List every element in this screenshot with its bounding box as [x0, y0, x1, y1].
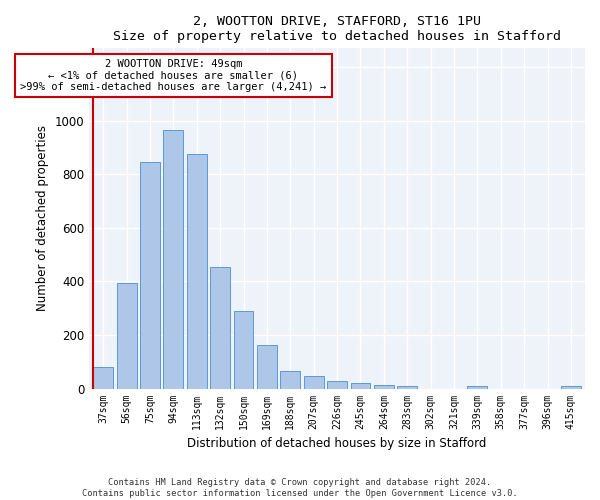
Bar	[140, 162, 160, 388]
Y-axis label: Number of detached properties: Number of detached properties	[36, 126, 49, 312]
Text: Contains HM Land Registry data © Crown copyright and database right 2024.
Contai: Contains HM Land Registry data © Crown c…	[82, 478, 518, 498]
Bar	[350, 382, 370, 388]
Bar	[210, 266, 230, 388]
Bar	[233, 311, 253, 388]
Bar	[163, 130, 184, 388]
Title: 2, WOOTTON DRIVE, STAFFORD, ST16 1PU
Size of property relative to detached house: 2, WOOTTON DRIVE, STAFFORD, ST16 1PU Siz…	[113, 15, 561, 43]
Bar	[116, 282, 137, 389]
Bar	[561, 386, 581, 388]
Bar	[327, 380, 347, 388]
Bar	[374, 384, 394, 388]
X-axis label: Distribution of detached houses by size in Stafford: Distribution of detached houses by size …	[187, 437, 487, 450]
Text: 2 WOOTTON DRIVE: 49sqm
← <1% of detached houses are smaller (6)
>99% of semi-det: 2 WOOTTON DRIVE: 49sqm ← <1% of detached…	[20, 59, 326, 92]
Bar	[467, 386, 487, 388]
Bar	[93, 367, 113, 388]
Bar	[304, 376, 323, 388]
Bar	[187, 154, 206, 388]
Bar	[280, 371, 300, 388]
Bar	[397, 386, 417, 388]
Bar	[257, 345, 277, 389]
